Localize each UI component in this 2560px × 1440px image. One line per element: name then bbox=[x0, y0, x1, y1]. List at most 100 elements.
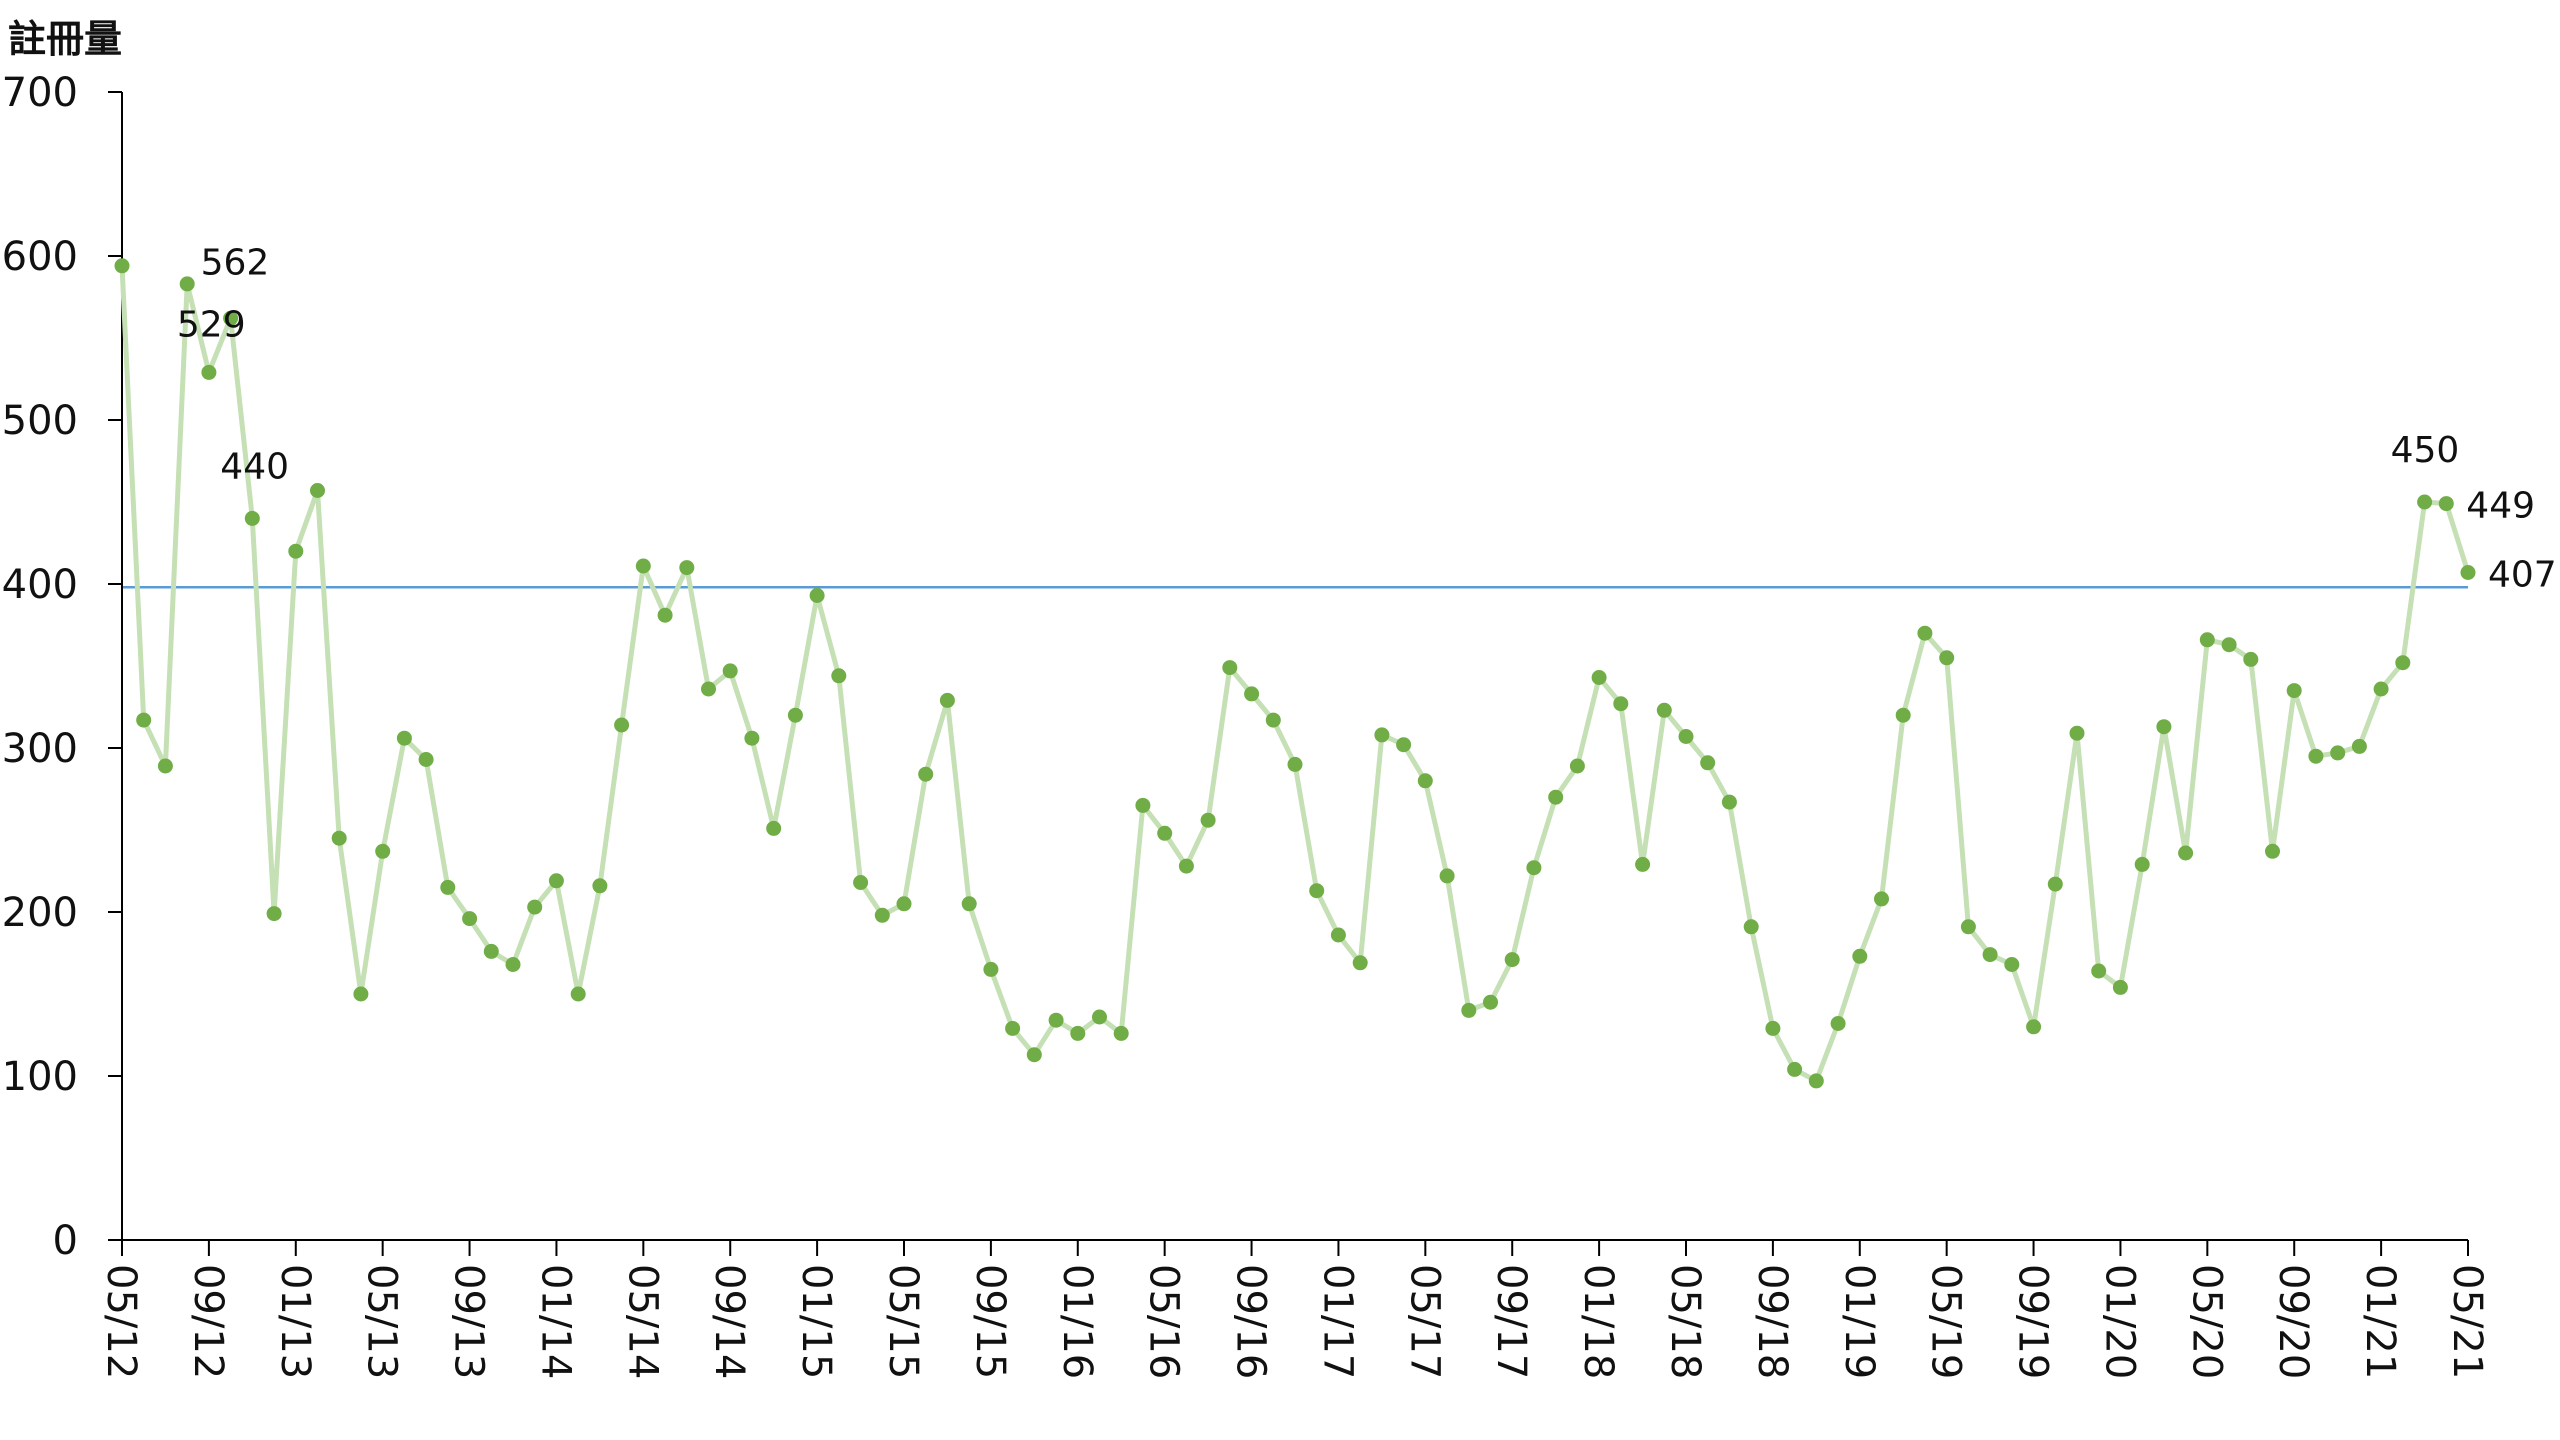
data-point bbox=[2417, 494, 2433, 510]
x-tick-label: 05/12 bbox=[98, 1264, 144, 1379]
data-point bbox=[701, 681, 716, 697]
data-point bbox=[831, 668, 847, 684]
data-point bbox=[244, 510, 260, 526]
data-point bbox=[396, 730, 412, 746]
data-point bbox=[1309, 883, 1325, 899]
data-point bbox=[462, 911, 478, 927]
data-point bbox=[1569, 758, 1585, 774]
data-point bbox=[1504, 952, 1520, 968]
data-point bbox=[1917, 625, 1933, 641]
x-tick-label: 05/17 bbox=[1401, 1264, 1447, 1379]
data-point bbox=[1960, 919, 1976, 935]
y-tick-label: 500 bbox=[2, 398, 78, 444]
data-point bbox=[2286, 683, 2302, 699]
data-point bbox=[483, 943, 499, 959]
x-tick-label: 09/15 bbox=[967, 1264, 1013, 1379]
data-point bbox=[136, 712, 152, 728]
data-point bbox=[1895, 707, 1911, 723]
data-point bbox=[418, 752, 434, 767]
data-point bbox=[679, 560, 695, 576]
x-tick-label: 05/19 bbox=[1923, 1264, 1969, 1379]
data-point bbox=[440, 879, 456, 895]
data-point bbox=[2308, 748, 2324, 764]
series-line bbox=[119, 265, 2471, 1084]
data-point bbox=[570, 986, 586, 1002]
data-points bbox=[114, 258, 2476, 1089]
x-tick-label: 05/14 bbox=[619, 1264, 665, 1379]
data-point bbox=[1005, 1020, 1021, 1036]
data-point bbox=[2004, 957, 2020, 972]
y-tick-label: 700 bbox=[2, 70, 78, 116]
series-line-layer bbox=[119, 265, 2471, 1084]
data-point bbox=[1417, 773, 1433, 789]
data-point bbox=[2156, 719, 2172, 735]
data-point bbox=[1613, 696, 1629, 712]
y-tick-label: 300 bbox=[2, 726, 78, 772]
x-tick-label: 05/20 bbox=[2183, 1264, 2229, 1379]
data-point bbox=[1808, 1073, 1824, 1089]
data-label: 529 bbox=[177, 304, 246, 345]
y-tick-label: 0 bbox=[53, 1218, 78, 1264]
data-point bbox=[1591, 670, 1607, 685]
data-label: 450 bbox=[2391, 430, 2460, 471]
x-tick-label: 09/19 bbox=[2010, 1264, 2056, 1379]
data-label: 449 bbox=[2466, 486, 2535, 527]
data-point bbox=[179, 276, 195, 292]
x-tick-label: 09/14 bbox=[706, 1264, 752, 1379]
data-point bbox=[657, 607, 673, 623]
data-point bbox=[2438, 496, 2454, 512]
data-point bbox=[1656, 702, 1672, 718]
data-point bbox=[635, 558, 651, 574]
data-point bbox=[1178, 858, 1194, 874]
data-point bbox=[1352, 955, 1368, 971]
data-point bbox=[983, 961, 999, 977]
data-point bbox=[2134, 856, 2150, 872]
data-point bbox=[266, 906, 282, 922]
x-tick-label: 01/14 bbox=[532, 1264, 578, 1379]
data-point bbox=[1265, 712, 1281, 728]
axes: 0 100 200 300 400 500 600 700 05/12 09/12 01/13 05/… bbox=[2, 70, 2490, 1379]
data-point bbox=[1939, 650, 1955, 666]
x-tick-label: 09/20 bbox=[2270, 1264, 2316, 1379]
data-point bbox=[853, 875, 869, 890]
data-point bbox=[722, 663, 738, 679]
data-point bbox=[2221, 637, 2237, 653]
data-point bbox=[1200, 812, 1216, 828]
data-point bbox=[961, 896, 977, 912]
x-tick-label: 01/19 bbox=[1836, 1264, 1882, 1379]
data-point bbox=[939, 692, 955, 708]
data-point bbox=[744, 730, 760, 746]
data-label: 407 bbox=[2488, 555, 2557, 596]
data-label: 440 bbox=[220, 446, 289, 487]
data-point bbox=[592, 878, 608, 894]
data-point bbox=[1396, 737, 1412, 753]
data-point bbox=[114, 258, 130, 274]
data-point bbox=[874, 907, 890, 923]
data-point bbox=[766, 820, 782, 836]
data-point bbox=[1157, 825, 1173, 841]
x-tick-label: 05/16 bbox=[1141, 1264, 1187, 1379]
data-point bbox=[1461, 1002, 1477, 1018]
data-point bbox=[1244, 686, 1260, 702]
data-point bbox=[1135, 797, 1151, 813]
data-point bbox=[1721, 794, 1737, 810]
data-point bbox=[1092, 1009, 1107, 1025]
data-point bbox=[353, 986, 369, 1002]
x-tick-label: 01/16 bbox=[1054, 1264, 1100, 1379]
x-tick-label: 01/21 bbox=[2357, 1264, 2403, 1379]
data-point bbox=[2460, 565, 2476, 580]
data-point bbox=[1743, 919, 1759, 935]
x-tick-label: 09/16 bbox=[1228, 1264, 1274, 1379]
x-tick-label: 05/18 bbox=[1662, 1264, 1708, 1379]
x-tick-label: 05/13 bbox=[359, 1264, 405, 1379]
data-point bbox=[527, 899, 543, 915]
data-point bbox=[288, 543, 304, 559]
data-point bbox=[548, 873, 564, 889]
data-point bbox=[157, 758, 173, 774]
data-point bbox=[1874, 891, 1889, 907]
data-point bbox=[2091, 963, 2107, 979]
data-point bbox=[2243, 651, 2259, 667]
data-point bbox=[1526, 860, 1542, 876]
data-point bbox=[2351, 738, 2367, 754]
